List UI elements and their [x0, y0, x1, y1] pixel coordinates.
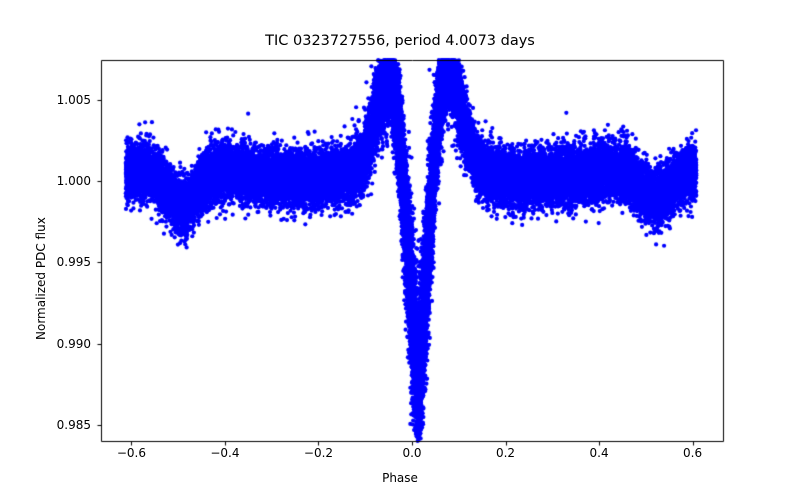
x-tick-label: −0.4 — [210, 446, 240, 460]
x-tick-label: 0.0 — [402, 446, 422, 460]
x-tick-label: −0.2 — [303, 446, 334, 460]
x-tick-label: −0.6 — [116, 446, 146, 460]
y-tick-label: 0.990 — [56, 336, 91, 351]
x-tick-label: 0.2 — [495, 446, 516, 460]
y-tick-label: 1.005 — [56, 92, 91, 107]
y-tick-label: 0.985 — [56, 417, 91, 432]
x-tick-label: 0.6 — [683, 446, 703, 460]
x-tick-label: 0.4 — [589, 446, 609, 460]
y-tick-label: 1.000 — [56, 174, 91, 189]
y-tick-label: 0.995 — [56, 255, 91, 270]
